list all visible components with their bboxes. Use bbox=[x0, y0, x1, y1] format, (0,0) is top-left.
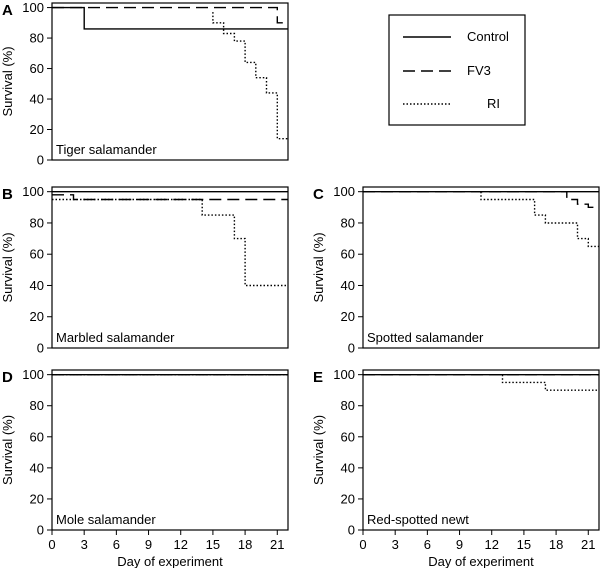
y-tick-label-b-80: 80 bbox=[30, 215, 44, 230]
y-tick-label-b-40: 40 bbox=[30, 278, 44, 293]
y-tick-label-c-60: 60 bbox=[341, 247, 355, 262]
y-axis-label-e: Survival (%) bbox=[311, 415, 326, 485]
x-tick-label-d-3: 3 bbox=[81, 537, 88, 552]
x-axis-label-e: Day of experiment bbox=[428, 554, 534, 568]
panel-c: 0 20 40 60 80 100 Survival (%) C Spotted salaman… bbox=[311, 184, 600, 356]
x-tick-label-e-0: 0 bbox=[359, 537, 366, 552]
series-ri-c bbox=[480, 191, 599, 248]
y-tick-label-b-20: 20 bbox=[30, 309, 44, 324]
x-tick-label-e-18: 18 bbox=[549, 537, 563, 552]
x-tick-label-e-21: 21 bbox=[581, 537, 595, 552]
series-fv3-c bbox=[363, 190, 599, 209]
x-tick-label-d-6: 6 bbox=[113, 537, 120, 552]
y-axis-label-d: Survival (%) bbox=[0, 415, 15, 485]
legend: Control FV3 RI bbox=[388, 14, 526, 126]
plot-frame-d bbox=[51, 369, 289, 531]
x-tick-label-d-12: 12 bbox=[173, 537, 187, 552]
y-tick-label-a-60: 60 bbox=[30, 61, 44, 76]
y-tick-label-b-100: 100 bbox=[22, 184, 44, 199]
panel-d: 0 20 40 60 80 100 0 3 6 9 12 15 18 21 Survival (%) Day … bbox=[0, 367, 289, 568]
panel-letter-e: E bbox=[313, 369, 323, 386]
y-tick-label-e-100: 100 bbox=[333, 367, 355, 382]
legend-label-ri: RI bbox=[487, 96, 500, 111]
x-tick-label-e-3: 3 bbox=[392, 537, 399, 552]
y-axis-label-b: Survival (%) bbox=[0, 232, 15, 302]
y-tick-label-e-20: 20 bbox=[341, 491, 355, 506]
species-label-b: Marbled salamander bbox=[56, 330, 175, 345]
x-tick-label-e-6: 6 bbox=[424, 537, 431, 552]
y-tick-label-d-60: 60 bbox=[30, 429, 44, 444]
species-label-c: Spotted salamander bbox=[367, 330, 484, 345]
plot-frame-a bbox=[51, 2, 289, 161]
y-tick-label-e-40: 40 bbox=[341, 460, 355, 475]
y-tick-label-c-20: 20 bbox=[341, 309, 355, 324]
x-tick-label-d-21: 21 bbox=[270, 537, 284, 552]
y-axis-label-c: Survival (%) bbox=[311, 232, 326, 302]
y-axis-label-a: Survival (%) bbox=[0, 46, 15, 116]
series-ri-a bbox=[212, 12, 288, 140]
y-tick-label-c-100: 100 bbox=[333, 184, 355, 199]
series-fv3-a bbox=[52, 6, 288, 24]
x-tick-label-d-18: 18 bbox=[238, 537, 252, 552]
y-tick-label-d-100: 100 bbox=[22, 367, 44, 382]
panel-letter-b: B bbox=[2, 186, 13, 203]
x-tick-label-d-9: 9 bbox=[145, 537, 152, 552]
species-label-a: Tiger salamander bbox=[56, 142, 157, 157]
y-tick-label-d-0: 0 bbox=[37, 523, 44, 538]
species-label-d: Mole salamander bbox=[56, 512, 156, 527]
y-tick-label-b-0: 0 bbox=[37, 341, 44, 356]
x-tick-label-e-9: 9 bbox=[456, 537, 463, 552]
y-tick-label-d-20: 20 bbox=[30, 491, 44, 506]
y-tick-label-a-20: 20 bbox=[30, 122, 44, 137]
x-tick-label-e-12: 12 bbox=[484, 537, 498, 552]
series-control-a bbox=[52, 6, 288, 30]
y-tick-label-c-0: 0 bbox=[348, 341, 355, 356]
x-tick-label-d-15: 15 bbox=[206, 537, 220, 552]
x-tick-label-d-0: 0 bbox=[48, 537, 55, 552]
y-tick-label-e-60: 60 bbox=[341, 429, 355, 444]
legend-label-control: Control bbox=[467, 29, 509, 44]
x-tick-label-e-15: 15 bbox=[517, 537, 531, 552]
series-ri-e bbox=[501, 374, 599, 391]
y-tick-label-a-100: 100 bbox=[22, 0, 44, 15]
y-tick-label-d-40: 40 bbox=[30, 460, 44, 475]
panel-e: 0 20 40 60 80 100 0 3 6 9 12 15 18 21 Survival (%) Day … bbox=[311, 367, 600, 568]
panel-b: 0 20 40 60 80 100 Survival (%) B Marbled salaman… bbox=[0, 184, 289, 356]
plot-frame-b bbox=[51, 186, 289, 349]
legend-box bbox=[388, 14, 526, 126]
y-tick-label-a-80: 80 bbox=[30, 31, 44, 46]
y-tick-label-d-80: 80 bbox=[30, 398, 44, 413]
x-axis-label-d: Day of experiment bbox=[117, 554, 223, 568]
series-ri-b bbox=[52, 198, 288, 287]
y-tick-label-b-60: 60 bbox=[30, 247, 44, 262]
y-tick-label-c-80: 80 bbox=[341, 215, 355, 230]
panel-a: 0 20 40 60 80 100 Survival (%) A Tiger salamande… bbox=[0, 0, 289, 168]
y-tick-label-e-0: 0 bbox=[348, 523, 355, 538]
panel-letter-c: C bbox=[313, 186, 324, 203]
series-fv3-b bbox=[52, 194, 288, 201]
y-tick-label-a-40: 40 bbox=[30, 92, 44, 107]
y-tick-label-e-80: 80 bbox=[341, 398, 355, 413]
y-tick-label-c-40: 40 bbox=[341, 278, 355, 293]
panel-letter-d: D bbox=[2, 369, 13, 386]
panel-letter-a: A bbox=[2, 2, 13, 19]
legend-label-fv3: FV3 bbox=[467, 63, 491, 78]
y-tick-label-a-0: 0 bbox=[37, 153, 44, 168]
plot-frame-e bbox=[362, 369, 600, 531]
plot-frame-c bbox=[362, 186, 600, 349]
species-label-e: Red-spotted newt bbox=[367, 512, 469, 527]
